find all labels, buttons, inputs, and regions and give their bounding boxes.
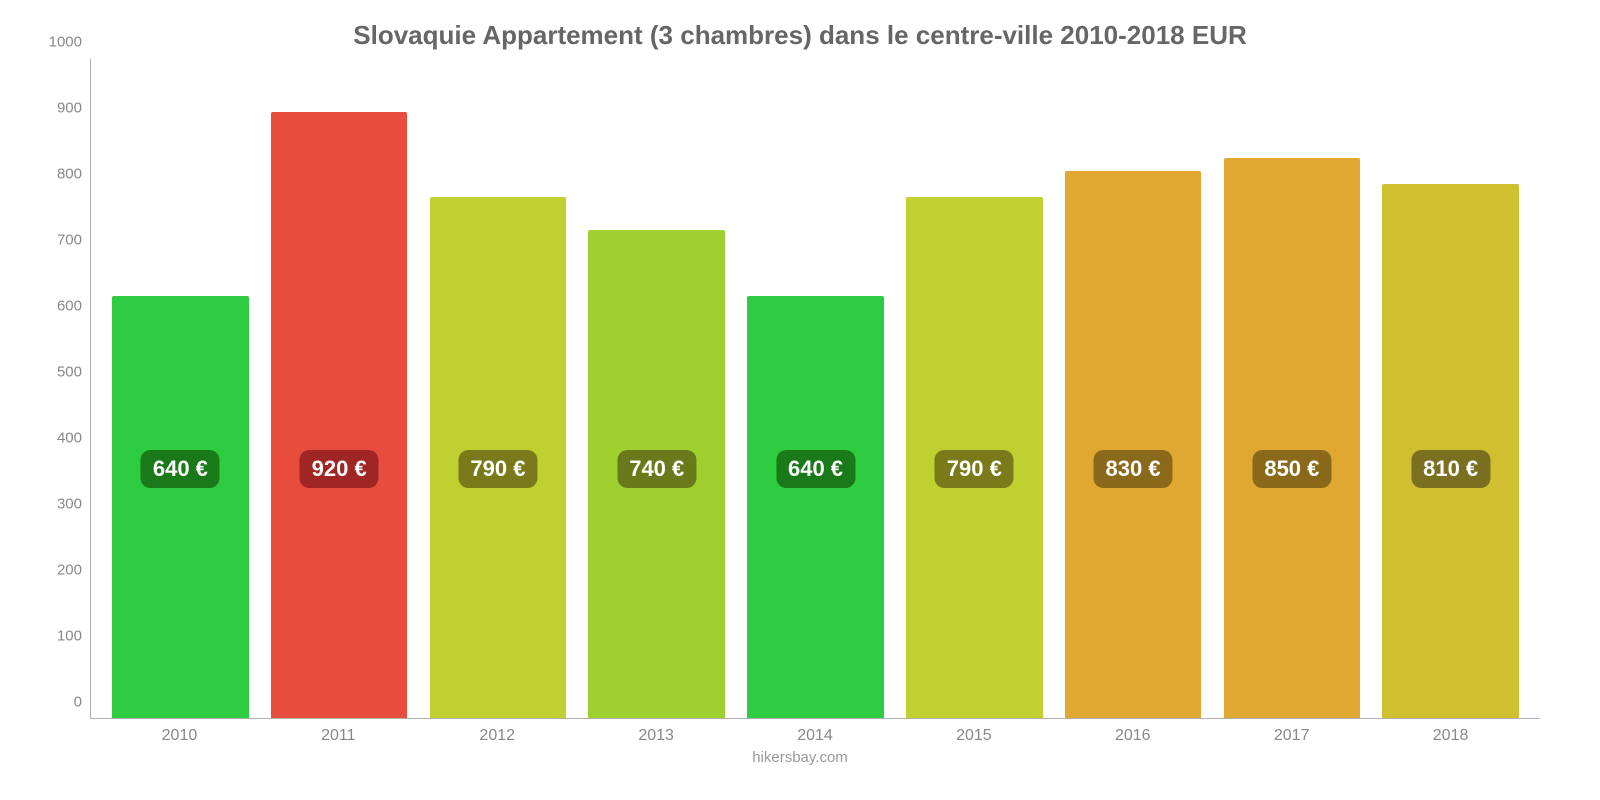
plot-region: 01002003004005006007008009001000 640 €92… xyxy=(90,59,1540,719)
bar-slot: 920 € xyxy=(260,59,419,718)
y-tick-label: 500 xyxy=(57,364,82,381)
bar-slot: 810 € xyxy=(1371,59,1530,718)
bar xyxy=(1224,158,1361,718)
x-tick-label: 2016 xyxy=(1053,727,1212,745)
x-tick-label: 2018 xyxy=(1371,727,1530,745)
plot-inner: 640 € 920 € 790 € 740 € 640 € 790 € 830 € 850 €… xyxy=(90,59,1540,719)
bars-container: 640 € 920 € 790 € 740 € 640 € 790 € 830 € 850 €… xyxy=(91,59,1540,718)
bar-slot: 740 € xyxy=(577,59,736,718)
bar-slot: 830 € xyxy=(1054,59,1213,718)
bar-slot: 850 € xyxy=(1212,59,1371,718)
x-tick-label: 2015 xyxy=(894,727,1053,745)
bar-slot: 640 € xyxy=(101,59,260,718)
value-badge: 810 € xyxy=(1411,450,1490,488)
y-tick-label: 0 xyxy=(74,694,82,711)
x-axis-labels: 201020112012201320142015201620172018 xyxy=(90,719,1540,745)
chart-title: Slovaquie Appartement (3 chambres) dans … xyxy=(40,20,1560,51)
bar-slot: 790 € xyxy=(419,59,578,718)
value-badge: 850 € xyxy=(1252,450,1331,488)
x-tick-label: 2011 xyxy=(259,727,418,745)
y-tick-label: 200 xyxy=(57,562,82,579)
y-tick-label: 1000 xyxy=(49,34,82,51)
value-badge: 790 € xyxy=(935,450,1014,488)
bar-slot: 790 € xyxy=(895,59,1054,718)
x-tick-label: 2014 xyxy=(736,727,895,745)
y-tick-label: 600 xyxy=(57,298,82,315)
y-tick-label: 400 xyxy=(57,430,82,447)
value-badge: 790 € xyxy=(458,450,537,488)
bar xyxy=(112,296,249,718)
x-tick-label: 2017 xyxy=(1212,727,1371,745)
bar xyxy=(747,296,884,718)
y-tick-label: 300 xyxy=(57,496,82,513)
value-badge: 740 € xyxy=(617,450,696,488)
y-axis: 01002003004005006007008009001000 xyxy=(40,59,90,719)
x-tick-label: 2010 xyxy=(100,727,259,745)
value-badge: 830 € xyxy=(1094,450,1173,488)
value-badge: 640 € xyxy=(776,450,855,488)
source-label: hikersbay.com xyxy=(40,749,1560,766)
bar-chart: Slovaquie Appartement (3 chambres) dans … xyxy=(0,0,1600,800)
bar xyxy=(1065,171,1202,718)
x-tick-label: 2012 xyxy=(418,727,577,745)
y-tick-label: 800 xyxy=(57,166,82,183)
bar-slot: 640 € xyxy=(736,59,895,718)
value-badge: 920 € xyxy=(300,450,379,488)
y-tick-label: 100 xyxy=(57,628,82,645)
bar xyxy=(271,112,408,718)
x-tick-label: 2013 xyxy=(577,727,736,745)
y-tick-label: 700 xyxy=(57,232,82,249)
y-tick-label: 900 xyxy=(57,100,82,117)
value-badge: 640 € xyxy=(141,450,220,488)
